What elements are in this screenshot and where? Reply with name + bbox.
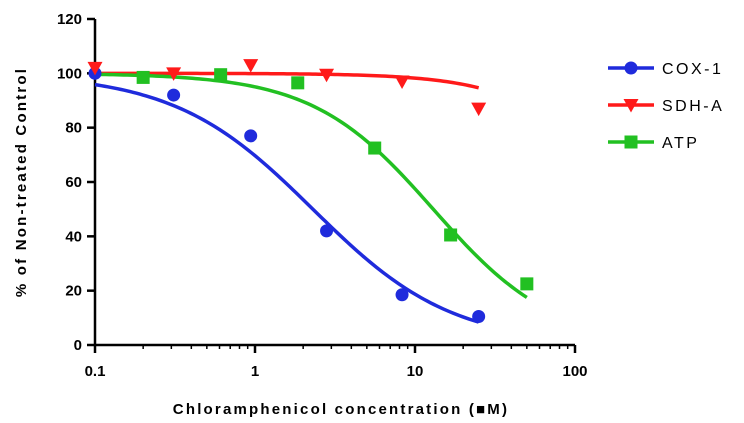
data-point-atp [291, 76, 305, 90]
x-axis-ticks: 0.1 1 10 100 [85, 345, 588, 380]
legend-marker-cox-1 [624, 61, 638, 75]
data-markers [87, 59, 534, 323]
x-tick-label: 100 [562, 363, 587, 380]
x-axis-title-mu-glyph: ■ [476, 401, 487, 418]
data-point-sdh-a [87, 61, 103, 76]
data-point-cox-1 [167, 88, 181, 102]
legend: COX-1 SDH-A ATP [608, 61, 724, 152]
legend-marker-sdh-a [623, 99, 639, 113]
data-point-sdh-a [243, 59, 259, 73]
y-axis-title: % of Non-treated Control [13, 67, 30, 297]
data-point-atp [520, 277, 534, 291]
data-point-atp [214, 68, 228, 82]
legend-label-sdh-a: SDH-A [662, 98, 724, 115]
fit-curve-cox-1 [94, 82, 480, 324]
legend-marker-atp [624, 135, 638, 149]
data-point-sdh-a [394, 75, 410, 89]
x-tick-label: 10 [407, 363, 424, 380]
y-tick-label: 80 [65, 120, 82, 137]
data-point-cox-1 [472, 309, 486, 323]
legend-label-cox-1: COX-1 [662, 61, 723, 78]
x-tick-label: 1 [251, 363, 259, 380]
fit-curves [94, 71, 528, 324]
legend-label-atp: ATP [662, 135, 699, 152]
fit-curve-sdh-a [95, 71, 480, 90]
data-point-atp [368, 141, 382, 155]
y-tick-label: 40 [65, 228, 82, 245]
data-point-cox-1 [395, 288, 409, 302]
fit-curve-atp [94, 72, 528, 299]
data-point-atp [444, 228, 458, 242]
y-tick-label: 60 [65, 174, 82, 191]
data-point-sdh-a [319, 68, 335, 83]
y-tick-label: 20 [65, 283, 82, 300]
y-tick-label: 120 [57, 11, 82, 28]
y-axis-ticks: 0 20 40 60 80 100 120 [57, 11, 95, 354]
x-axis-title-main: Chloramphenicol concentration ( [173, 401, 476, 418]
data-point-atp [136, 70, 150, 84]
data-point-sdh-a [166, 67, 182, 81]
x-axis-title-unit: M) [487, 401, 509, 418]
data-point-cox-1 [244, 129, 258, 143]
y-tick-label: 0 [74, 337, 82, 354]
x-axis-title: Chloramphenicol concentration (■M) [173, 401, 509, 418]
x-tick-label: 0.1 [85, 363, 106, 380]
data-point-sdh-a [471, 102, 487, 117]
y-tick-label: 100 [57, 65, 82, 82]
data-point-cox-1 [320, 224, 334, 238]
